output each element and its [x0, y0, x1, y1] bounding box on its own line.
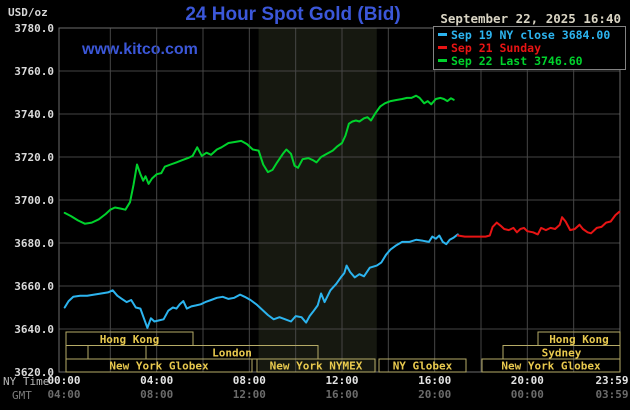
legend-item-sep19: Sep 19 NY close 3684.00	[438, 27, 625, 42]
legend-item-label: Sep 19 NY close 3684.00	[451, 27, 611, 42]
legend-line-sample-icon	[438, 46, 447, 49]
session-label: Hong Kong	[100, 333, 160, 346]
gmt-tick-label: 04:00	[47, 388, 81, 401]
ny-time-tick-label: 20:00	[510, 374, 544, 387]
y-tick-label: 3760.0	[14, 65, 54, 78]
session-box	[481, 358, 621, 373]
session-box	[256, 358, 376, 373]
y-tick-label: 3740.0	[14, 108, 54, 121]
price-line-2	[63, 94, 455, 225]
page-title: 24 Hour Spot Gold (Bid)	[185, 4, 401, 25]
y-axis-units-label: USD/oz	[8, 6, 48, 19]
legend-item-sep21: Sep 21 Sunday	[438, 40, 625, 55]
y-tick-label: 3620.0	[14, 366, 54, 379]
legend-item-label: Sep 22 Last 3746.60	[451, 53, 583, 68]
chart-datetime: September 22, 2025 16:40	[440, 11, 621, 26]
ny-time-tick-label: 16:00	[418, 374, 452, 387]
y-tick-label: 3720.0	[14, 151, 54, 164]
session-box	[87, 345, 147, 360]
price-line-0	[63, 233, 459, 329]
gmt-tick-label: 12:00	[232, 388, 266, 401]
session-label: New York NYMEX	[270, 360, 363, 373]
y-tick-label: 3640.0	[14, 323, 54, 336]
y-tick-label: 3680.0	[14, 237, 54, 250]
ny-time-tick-label: 00:00	[47, 374, 81, 387]
kitco-watermark-link[interactable]: www.kitco.com	[82, 41, 198, 58]
gmt-tick-label: 16:00	[325, 388, 359, 401]
session-box	[65, 345, 89, 360]
legend-line-sample-icon	[438, 59, 447, 62]
legend-item-sep22: Sep 22 Last 3746.60	[438, 53, 625, 68]
ny-time-tick-label: 12:00	[325, 374, 359, 387]
legend-item-label: Sep 21 Sunday	[451, 40, 542, 55]
session-label: New York Globex	[501, 360, 601, 373]
ny-time-axis-row-label: NY Time	[3, 375, 50, 388]
legend-box: Sep 19 NY close 3684.00 Sep 21 Sunday Se…	[433, 26, 626, 70]
session-label: London	[212, 346, 252, 359]
session-box	[65, 358, 253, 373]
gmt-tick-label: 20:00	[418, 388, 452, 401]
legend-line-sample-icon	[438, 33, 447, 36]
gmt-tick-label: 03:59	[595, 388, 629, 401]
gmt-axis-row-label: GMT	[12, 389, 32, 402]
session-box	[378, 358, 467, 373]
y-tick-label: 3700.0	[14, 194, 54, 207]
session-label: Hong Kong	[549, 333, 609, 346]
session-label: NY Globex	[393, 360, 453, 373]
gmt-tick-label: 08:00	[140, 388, 174, 401]
gmt-tick-label: 00:00	[510, 388, 544, 401]
session-label: Sydney	[542, 346, 582, 359]
session-label: New York Globex	[109, 360, 209, 373]
ny-time-tick-label: 04:00	[140, 374, 174, 387]
price-line-1	[456, 210, 621, 238]
y-tick-label: 3780.0	[14, 22, 54, 35]
ny-time-tick-label: 08:00	[232, 374, 266, 387]
y-tick-label: 3660.0	[14, 280, 54, 293]
ny-time-tick-label: 23:59	[595, 374, 629, 387]
